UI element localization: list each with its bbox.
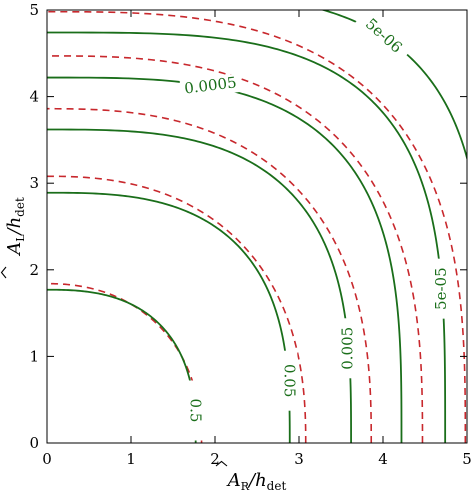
x-tick-label-5: 5 bbox=[462, 450, 472, 468]
y-tick-label-4: 4 bbox=[29, 88, 39, 106]
dashed-contour-1 bbox=[47, 175, 307, 443]
contour-label-bg-5 bbox=[354, 9, 412, 64]
x-axis-label: AR/hdet bbox=[226, 470, 287, 492]
plot-frame bbox=[46, 9, 468, 444]
dashed-contour-4 bbox=[47, 10, 467, 443]
solid-contour-4 bbox=[47, 31, 447, 443]
x-tick-label-4: 4 bbox=[378, 450, 388, 468]
dashed-contour-2 bbox=[47, 107, 373, 443]
x-tick-label-3: 3 bbox=[294, 450, 304, 468]
x-tick-label-1: 1 bbox=[126, 450, 136, 468]
y-tick-label-5: 5 bbox=[29, 1, 39, 19]
y-axis-label: AL/hdet bbox=[4, 197, 27, 257]
contour-label-bg-0 bbox=[185, 380, 204, 441]
y-tick-label-2: 2 bbox=[29, 261, 39, 279]
x-tick-label-0: 0 bbox=[42, 450, 52, 468]
x-label-hat-icon bbox=[215, 460, 228, 467]
solid-contour-3 bbox=[47, 76, 403, 443]
contour-label-bg-1 bbox=[279, 350, 298, 411]
contour-label-4: 5e-05 bbox=[432, 267, 450, 310]
x-tick-label-2: 2 bbox=[210, 450, 220, 468]
contour-label-2: 0.005 bbox=[339, 327, 357, 370]
solid-contour-2 bbox=[47, 128, 352, 443]
contour-label-bg-4 bbox=[432, 258, 451, 319]
contour-label-3: 0.0005 bbox=[183, 73, 237, 97]
contour-label-bg-3 bbox=[179, 73, 242, 100]
axis-ticks: 0 1 2 3 4 5 0 1 2 3 4 5 bbox=[29, 1, 471, 468]
contour-label-0: 0.5 bbox=[187, 399, 205, 423]
y-label-hat-icon bbox=[0, 266, 7, 279]
dashed-contour-3 bbox=[47, 55, 424, 443]
contour-label-bg-2 bbox=[339, 318, 358, 379]
contour-label-1: 0.05 bbox=[280, 364, 298, 397]
y-tick-label-1: 1 bbox=[29, 347, 39, 365]
contour-label-5: 5e-06 bbox=[362, 15, 406, 57]
y-tick-label-0: 0 bbox=[29, 434, 39, 452]
dashed-contour-0 bbox=[47, 282, 203, 443]
y-tick-label-3: 3 bbox=[29, 174, 39, 192]
solid-contour-0 bbox=[47, 288, 197, 443]
solid-contour-5 bbox=[320, 10, 467, 162]
solid-contour-1 bbox=[47, 191, 291, 443]
contour-lines bbox=[47, 10, 467, 443]
